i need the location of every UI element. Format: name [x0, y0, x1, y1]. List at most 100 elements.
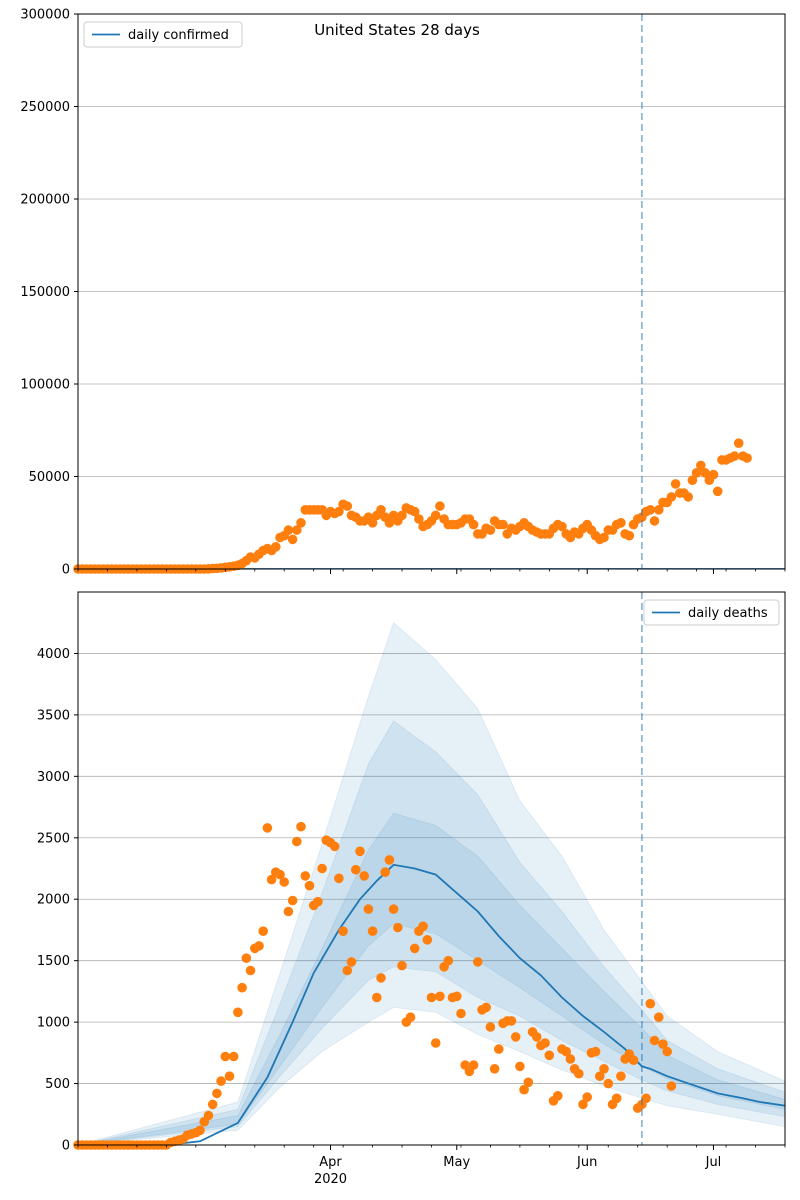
- deaths-data-point: [422, 935, 433, 945]
- deaths-data-point: [254, 941, 264, 951]
- deaths-data-point: [397, 960, 407, 971]
- deaths-data-point: [313, 896, 323, 907]
- deaths-data-point: [519, 1084, 529, 1095]
- deaths-y-tick-label: 2000: [37, 893, 70, 908]
- deaths-y-tick-label: 2500: [37, 831, 70, 846]
- deaths-data-point: [405, 1012, 416, 1022]
- deaths-prediction-band-1: [78, 622, 785, 1145]
- confirmed-data-point: [414, 514, 424, 524]
- deaths-data-point: [628, 1055, 639, 1065]
- deaths-data-point: [649, 1035, 660, 1046]
- deaths-data-point: [489, 1064, 500, 1074]
- confirmed-data-point: [708, 469, 719, 480]
- confirmed-data-point: [691, 468, 702, 478]
- confirmed-data-point: [283, 525, 294, 535]
- deaths-data-point: [506, 1016, 517, 1026]
- confirmed-data-point: [700, 468, 710, 478]
- deaths-data-point: [300, 871, 311, 881]
- confirmed-legend-box: [83, 21, 243, 48]
- deaths-prediction-band-2: [78, 720, 785, 1145]
- deaths-data-point: [317, 863, 327, 874]
- deaths-data-point: [485, 1022, 496, 1032]
- deaths-y-tick-label: 500: [45, 1077, 70, 1092]
- confirmed-data-point: [557, 521, 567, 532]
- deaths-x-tick-label: May: [443, 1155, 470, 1170]
- confirmed-y-tick-label: 150000: [20, 285, 70, 300]
- deaths-data-point: [473, 957, 483, 967]
- deaths-data-point: [468, 1060, 479, 1070]
- deaths-data-point: [241, 953, 252, 963]
- deaths-data-point: [452, 991, 462, 1002]
- deaths-data-point: [456, 1008, 466, 1019]
- deaths-data-point: [611, 1093, 622, 1104]
- confirmed-y-tick-label: 200000: [20, 193, 70, 208]
- deaths-data-point: [262, 823, 273, 833]
- confirmed-data-point: [649, 516, 660, 526]
- deaths-legend-box: [643, 599, 780, 626]
- deaths-data-point: [372, 992, 382, 1003]
- deaths-x-tick-year-label: 2020: [314, 1172, 347, 1187]
- deaths-data-point: [430, 1038, 441, 1048]
- deaths-data-point: [287, 895, 298, 906]
- deaths-plot-area: [78, 622, 785, 1145]
- deaths-data-point: [224, 1071, 235, 1081]
- confirmed-data-point: [733, 438, 744, 449]
- deaths-data-point: [376, 973, 386, 983]
- deaths-model-line: [78, 863, 785, 1145]
- deaths-data-point: [355, 846, 365, 857]
- confirmed-data-point: [468, 519, 479, 530]
- deaths-data-point: [275, 869, 285, 880]
- deaths-y-tick-label: 4000: [37, 647, 70, 662]
- confirmed-chart: 0 50000 100000 150000 200000 250000 300000 Unit…: [20, 8, 786, 578]
- confirmed-data-point: [670, 479, 681, 489]
- deaths-data-point: [616, 1071, 626, 1081]
- deaths-data-point: [578, 1099, 588, 1110]
- deaths-data-point: [258, 926, 269, 936]
- confirmed-data-point: [696, 460, 706, 471]
- deaths-data-point: [641, 1093, 651, 1104]
- deaths-data-point: [561, 1046, 571, 1057]
- deaths-data-point: [531, 1032, 542, 1042]
- confirmed-y-tick-label: 0: [62, 563, 70, 578]
- deaths-data-point: [363, 904, 374, 914]
- confirmed-legend-label: daily confirmed: [128, 28, 229, 43]
- deaths-data-point: [380, 867, 391, 877]
- confirmed-data-point: [485, 525, 496, 535]
- deaths-data-point: [599, 1064, 609, 1074]
- deaths-legend: daily deaths: [643, 599, 780, 626]
- deaths-data-point: [220, 1051, 231, 1062]
- deaths-data-point: [544, 1050, 555, 1061]
- deaths-x-tick-label: Jun: [576, 1155, 597, 1170]
- confirmed-data-point: [409, 506, 420, 517]
- deaths-data-point: [418, 921, 428, 932]
- deaths-data-point: [351, 864, 361, 875]
- deaths-data-point: [245, 965, 256, 976]
- confirmed-data-point: [683, 492, 693, 502]
- confirmed-y-tick-label: 50000: [29, 470, 70, 485]
- confirmed-data-point: [666, 492, 677, 502]
- deaths-data-point: [435, 991, 445, 1002]
- deaths-data-point: [237, 982, 247, 993]
- deaths-data-point: [212, 1088, 222, 1099]
- deaths-data-point: [329, 841, 340, 852]
- deaths-data-point: [426, 992, 437, 1003]
- deaths-data-point: [658, 1039, 668, 1049]
- deaths-data-point: [574, 1068, 584, 1079]
- deaths-data-point: [409, 943, 420, 954]
- deaths-data-point: [515, 1061, 525, 1072]
- confirmed-data-point: [498, 519, 508, 530]
- deaths-data-point: [346, 957, 357, 967]
- deaths-data-point: [388, 904, 399, 914]
- deaths-data-point: [195, 1125, 205, 1136]
- deaths-data-point: [654, 1012, 664, 1022]
- confirmed-data-point: [645, 505, 656, 515]
- deaths-data-point: [342, 965, 353, 976]
- deaths-y-tick-label: 3500: [37, 708, 70, 723]
- deaths-x-tick-label: Apr: [319, 1155, 342, 1170]
- deaths-x-tick-label: Jul: [705, 1155, 722, 1170]
- deaths-data-point: [565, 1054, 576, 1064]
- confirmed-data-point: [342, 501, 353, 511]
- deaths-data-point: [523, 1077, 534, 1088]
- deaths-data-point: [590, 1046, 601, 1057]
